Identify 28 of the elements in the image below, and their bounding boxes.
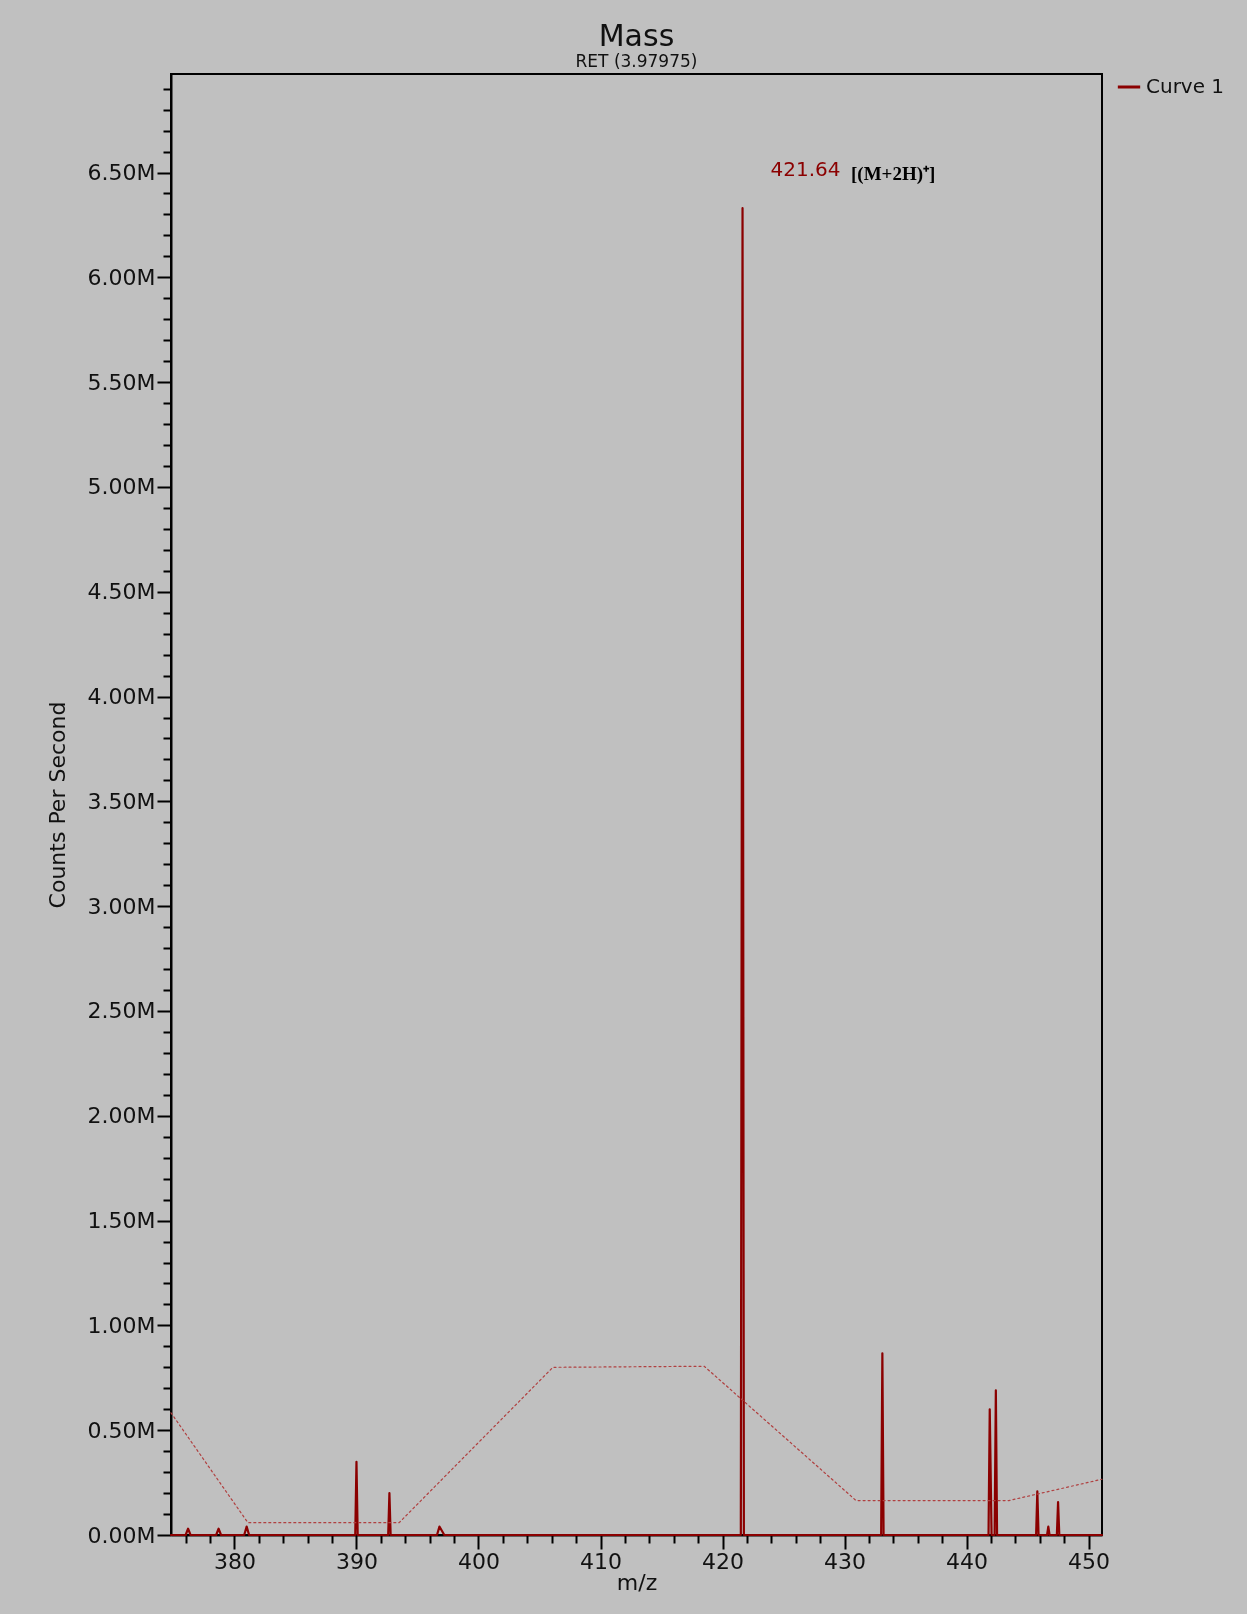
chart-title: Mass: [598, 18, 675, 53]
y-tick-label: 0.00M: [87, 1522, 156, 1548]
annotation: [(M+2H)⁺]: [851, 163, 936, 185]
y-tick-label: 2.00M: [87, 1103, 156, 1129]
y-tick-label: 0.50M: [87, 1417, 156, 1443]
x-tick-label: 400: [457, 1548, 500, 1574]
y-tick-label: 4.50M: [87, 579, 156, 605]
y-tick-label: 3.00M: [87, 893, 156, 919]
annotation: 421.64: [770, 157, 841, 182]
x-tick-label: 380: [213, 1548, 256, 1574]
x-tick-label: 440: [946, 1548, 989, 1574]
x-tick-label: 390: [335, 1548, 378, 1574]
chart-subtitle: RET (3.97975): [575, 51, 698, 71]
x-tick-label: 420: [702, 1548, 745, 1574]
legend-label: Curve 1: [1146, 74, 1225, 98]
y-tick-label: 1.00M: [87, 1312, 156, 1338]
y-tick-label: 5.50M: [87, 369, 156, 395]
y-tick-label: 6.00M: [87, 264, 156, 290]
y-tick-label: 4.00M: [87, 684, 156, 710]
x-tick-label: 430: [824, 1548, 867, 1574]
y-axis-title: Counts Per Second: [44, 701, 70, 909]
y-tick-label: 2.50M: [87, 998, 156, 1024]
line-series: [170, 1365, 1103, 1524]
y-tick-label: 5.00M: [87, 474, 156, 500]
y-tick-label: 6.50M: [87, 160, 156, 186]
y-tick-label: 3.50M: [87, 788, 156, 814]
y-tick-label: 1.50M: [87, 1208, 156, 1234]
x-tick-label: 450: [1068, 1548, 1111, 1574]
